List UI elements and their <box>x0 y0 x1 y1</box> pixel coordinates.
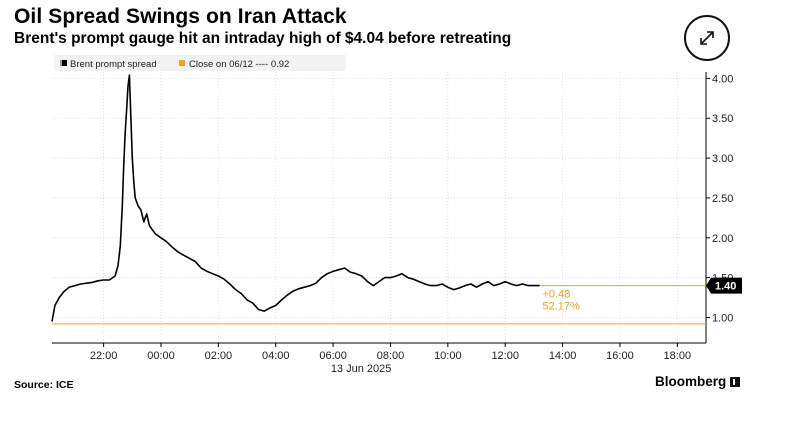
series-line-brent-prompt-spread <box>51 74 540 322</box>
legend-box <box>54 55 346 71</box>
chart-subtitle: Brent's prompt gauge hit an intraday hig… <box>14 30 512 47</box>
last-value-label: 1.40 <box>715 281 736 293</box>
x-axis-sublabel: 13 Jun 2025 <box>331 363 392 375</box>
change-annotation: +0.48 <box>543 289 571 301</box>
brand-logo: Bloomberg <box>655 374 741 389</box>
y-tick-label: 4.00 <box>712 73 733 85</box>
x-tick-label: 04:00 <box>262 350 290 362</box>
last-value-badge <box>706 277 742 294</box>
y-tick-label: 3.00 <box>712 153 733 165</box>
y-tick-label: 1.00 <box>712 312 733 324</box>
brand-name: Bloomberg <box>655 374 727 389</box>
x-tick-label: 00:00 <box>147 350 175 362</box>
y-tick-label: 3.50 <box>712 113 733 125</box>
legend-swatch-spread <box>62 60 67 66</box>
change-annotation: 52.17% <box>543 301 581 313</box>
bloomberg-terminal-icon <box>730 376 741 387</box>
expand-button[interactable] <box>684 15 730 61</box>
legend-label-close: Close on 06/12 ---- 0.92 <box>189 59 289 70</box>
source-note: Source: ICE <box>14 379 74 391</box>
x-tick-label: 18:00 <box>664 350 692 362</box>
x-tick-label: 02:00 <box>205 350 233 362</box>
legend-label-spread: Brent prompt spread <box>70 59 157 70</box>
y-tick-label: 2.00 <box>712 233 733 245</box>
x-tick-label: 10:00 <box>434 350 462 362</box>
x-tick-label: 22:00 <box>90 350 118 362</box>
x-tick-label: 14:00 <box>549 350 577 362</box>
expand-arrows-icon <box>700 31 714 45</box>
y-tick-label: 2.50 <box>712 193 733 205</box>
x-tick-label: 06:00 <box>319 350 347 362</box>
x-tick-label: 12:00 <box>491 350 519 362</box>
x-tick-label: 16:00 <box>606 350 634 362</box>
legend-swatch-close <box>179 60 185 66</box>
chart-title: Oil Spread Swings on Iran Attack <box>14 5 347 28</box>
x-tick-label: 08:00 <box>377 350 405 362</box>
